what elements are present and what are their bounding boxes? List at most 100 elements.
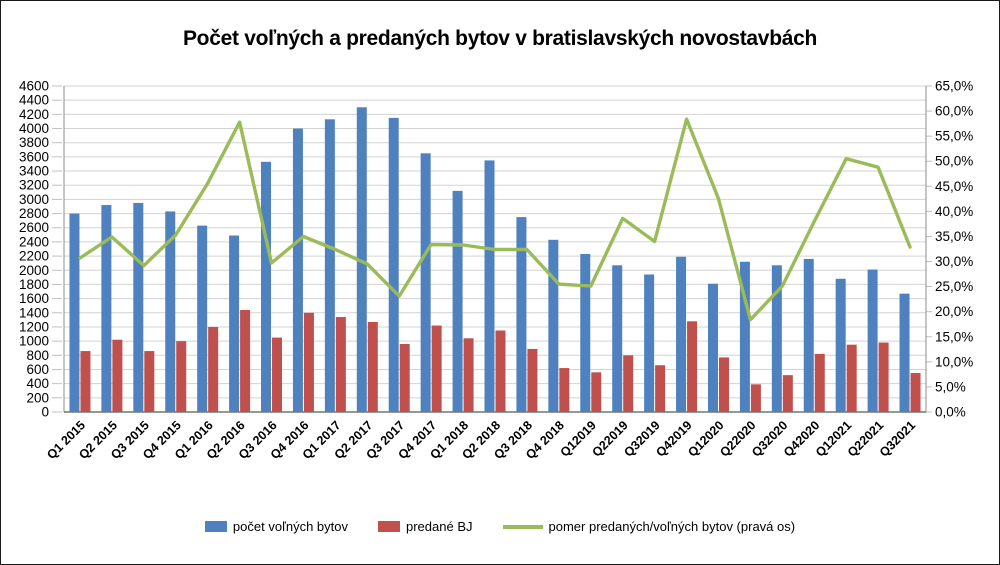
bar-predane-bj bbox=[527, 348, 538, 412]
bar-predane-bj bbox=[846, 344, 857, 412]
ratio-line-path bbox=[78, 117, 912, 322]
left-axis-label: 2000 bbox=[19, 263, 49, 278]
bar-volne-byty bbox=[165, 211, 176, 412]
bar-predane-bj bbox=[335, 317, 346, 412]
bar-predane-bj bbox=[80, 351, 91, 412]
left-axis-label: 1400 bbox=[19, 305, 49, 320]
bar-volne-byty bbox=[899, 293, 910, 412]
bar-volne-byty bbox=[516, 217, 527, 412]
left-axis-label: 3000 bbox=[19, 192, 49, 207]
right-axis-label: 20,0% bbox=[935, 304, 973, 319]
left-axis-label: 800 bbox=[26, 348, 49, 363]
bar-volne-byty bbox=[388, 117, 399, 413]
bar-predane-bj bbox=[591, 372, 602, 412]
bar-volne-byty bbox=[420, 153, 431, 412]
bar-volne-byty bbox=[484, 160, 495, 412]
left-axis-label: 400 bbox=[26, 376, 49, 391]
legend-label-predane-bj: predané BJ bbox=[406, 519, 473, 534]
bar-volne-byty bbox=[867, 269, 878, 412]
legend-label-volne-byty: počet voľných bytov bbox=[232, 519, 348, 534]
left-axis-label: 0 bbox=[41, 405, 49, 420]
right-axis-label: 40,0% bbox=[935, 204, 973, 219]
bar-volne-byty bbox=[707, 283, 718, 412]
bar-volne-byty bbox=[356, 107, 367, 413]
left-axis-label: 3800 bbox=[19, 135, 49, 150]
bars-volne-byty bbox=[69, 107, 910, 413]
left-axis-label: 1800 bbox=[19, 277, 49, 292]
bar-volne-byty bbox=[771, 265, 782, 412]
legend-label-pomer: pomer predaných/voľných bytov (pravá os) bbox=[548, 519, 796, 534]
right-axis-label: 45,0% bbox=[935, 179, 973, 194]
bar-predane-bj bbox=[495, 330, 506, 412]
bars-predane-bj bbox=[80, 309, 921, 412]
bar-predane-bj bbox=[750, 384, 761, 412]
left-axis-label: 200 bbox=[26, 390, 49, 405]
legend-line-swatch-pomer bbox=[502, 524, 543, 529]
bar-predane-bj bbox=[910, 373, 921, 412]
bar-volne-byty bbox=[835, 278, 846, 412]
bar-predane-bj bbox=[112, 339, 123, 412]
left-axis-labels: 0200400600800100012001400160018002000220… bbox=[19, 79, 49, 420]
right-axis-label: 35,0% bbox=[935, 229, 973, 244]
bar-predane-bj bbox=[687, 321, 698, 412]
chart-title: Počet voľných a predaných bytov v bratis… bbox=[182, 27, 818, 50]
left-axis-label: 3600 bbox=[19, 149, 49, 164]
right-axis-label: 55,0% bbox=[935, 129, 973, 144]
bar-volne-byty bbox=[69, 213, 80, 412]
right-axis-label: 30,0% bbox=[935, 254, 973, 269]
left-axis-label: 4400 bbox=[19, 93, 49, 108]
bar-predane-bj bbox=[399, 343, 410, 412]
bar-predane-bj bbox=[176, 341, 187, 412]
bar-volne-byty bbox=[324, 119, 335, 413]
bar-volne-byty bbox=[133, 202, 144, 412]
legend-item-predane-bj: predané BJ bbox=[378, 519, 473, 534]
left-axis-label: 1000 bbox=[19, 334, 49, 349]
x-axis-label: Q32021 bbox=[877, 418, 918, 459]
right-axis-ticks bbox=[926, 85, 932, 413]
bar-volne-byty bbox=[261, 161, 272, 412]
bar-volne-byty bbox=[197, 225, 208, 412]
bar-predane-bj bbox=[367, 321, 378, 412]
bar-volne-byty bbox=[229, 235, 240, 412]
left-axis-label: 4600 bbox=[19, 79, 49, 94]
legend-item-volne-byty: počet voľných bytov bbox=[204, 519, 348, 534]
right-axis-label: 65,0% bbox=[935, 79, 973, 94]
bar-volne-byty bbox=[101, 205, 112, 412]
bar-volne-byty bbox=[676, 256, 687, 412]
bar-predane-bj bbox=[463, 338, 474, 412]
right-axis-label: 25,0% bbox=[935, 279, 973, 294]
left-axis-label: 2600 bbox=[19, 220, 49, 235]
left-axis-label: 2200 bbox=[19, 249, 49, 264]
bar-volne-byty bbox=[548, 239, 559, 412]
left-axis-label: 4000 bbox=[19, 121, 49, 136]
legend: počet voľných bytov predané BJ pomer pre… bbox=[1, 519, 999, 534]
bar-predane-bj bbox=[878, 342, 889, 412]
bar-volne-byty bbox=[580, 253, 591, 412]
left-axis-ticks bbox=[52, 85, 62, 413]
bar-predane-bj bbox=[559, 368, 570, 412]
bar-volne-byty bbox=[739, 261, 750, 412]
legend-item-pomer: pomer predaných/voľných bytov (pravá os) bbox=[502, 519, 796, 534]
bar-predane-bj bbox=[814, 353, 825, 412]
bar-volne-byty bbox=[612, 265, 623, 412]
right-axis-label: 10,0% bbox=[935, 354, 973, 369]
right-axis-label: 50,0% bbox=[935, 154, 973, 169]
bar-volne-byty bbox=[292, 128, 303, 412]
left-axis-label: 1200 bbox=[19, 319, 49, 334]
bar-predane-bj bbox=[718, 357, 729, 412]
right-axis-labels: 0,0% 5,0% 10,0% 15,0% 20,0% 25,0% 30,0% 35,0% 40… bbox=[935, 79, 973, 420]
ratio-line bbox=[78, 117, 912, 322]
bar-predane-bj bbox=[303, 312, 314, 412]
legend-swatch-predane-bj bbox=[378, 521, 400, 532]
bar-volne-byty bbox=[803, 258, 814, 412]
bar-volne-byty bbox=[644, 274, 655, 412]
right-axis-label: 60,0% bbox=[935, 104, 973, 119]
legend-swatch-volne-byty bbox=[204, 521, 227, 532]
right-axis-label: 5,0% bbox=[935, 379, 966, 394]
right-axis-label: 15,0% bbox=[935, 329, 973, 344]
bar-predane-bj bbox=[144, 351, 155, 412]
bar-volne-byty bbox=[452, 190, 463, 412]
